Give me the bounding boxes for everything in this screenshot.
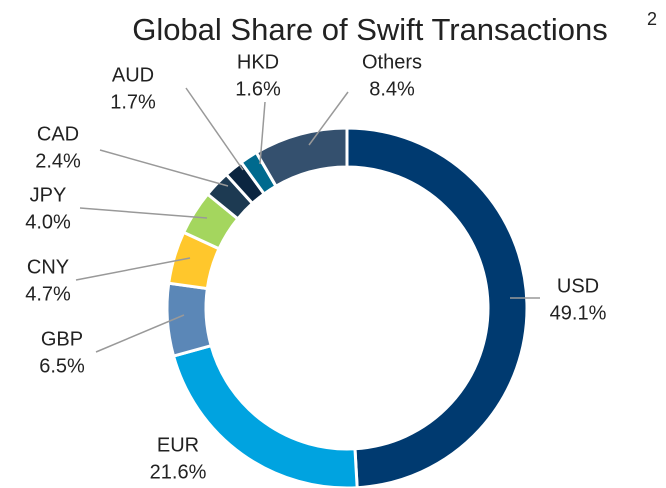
category-label: USD (557, 275, 599, 297)
value-label: 8.4% (369, 78, 415, 100)
title-note: 2 (647, 9, 657, 29)
category-label: AUD (112, 64, 154, 86)
leader-line (95, 314, 185, 353)
category-label: JPY (30, 184, 67, 206)
value-label: 21.6% (150, 461, 207, 483)
chart-title: Global Share of Swift Transactions (132, 12, 608, 47)
category-label: GBP (41, 328, 83, 350)
leader-line (185, 87, 244, 171)
value-label: 4.7% (25, 283, 71, 305)
category-label: HKD (237, 51, 279, 73)
leader-line (99, 149, 229, 187)
category-label: Others (362, 51, 422, 73)
value-label: 6.5% (39, 355, 85, 377)
value-label: 1.7% (110, 91, 156, 113)
category-label: EUR (157, 434, 199, 456)
donut-segment (254, 126, 349, 189)
value-label: 49.1% (550, 302, 607, 324)
leader-line (79, 207, 208, 219)
value-label: 4.0% (25, 211, 71, 233)
leader-line (75, 257, 191, 281)
category-label: CAD (37, 123, 79, 145)
leader-line (259, 101, 266, 165)
leader-line (308, 91, 349, 146)
value-label: 2.4% (35, 150, 81, 172)
value-label: 1.6% (235, 78, 281, 100)
category-label: CNY (27, 256, 69, 278)
donut-segment (345, 126, 529, 488)
